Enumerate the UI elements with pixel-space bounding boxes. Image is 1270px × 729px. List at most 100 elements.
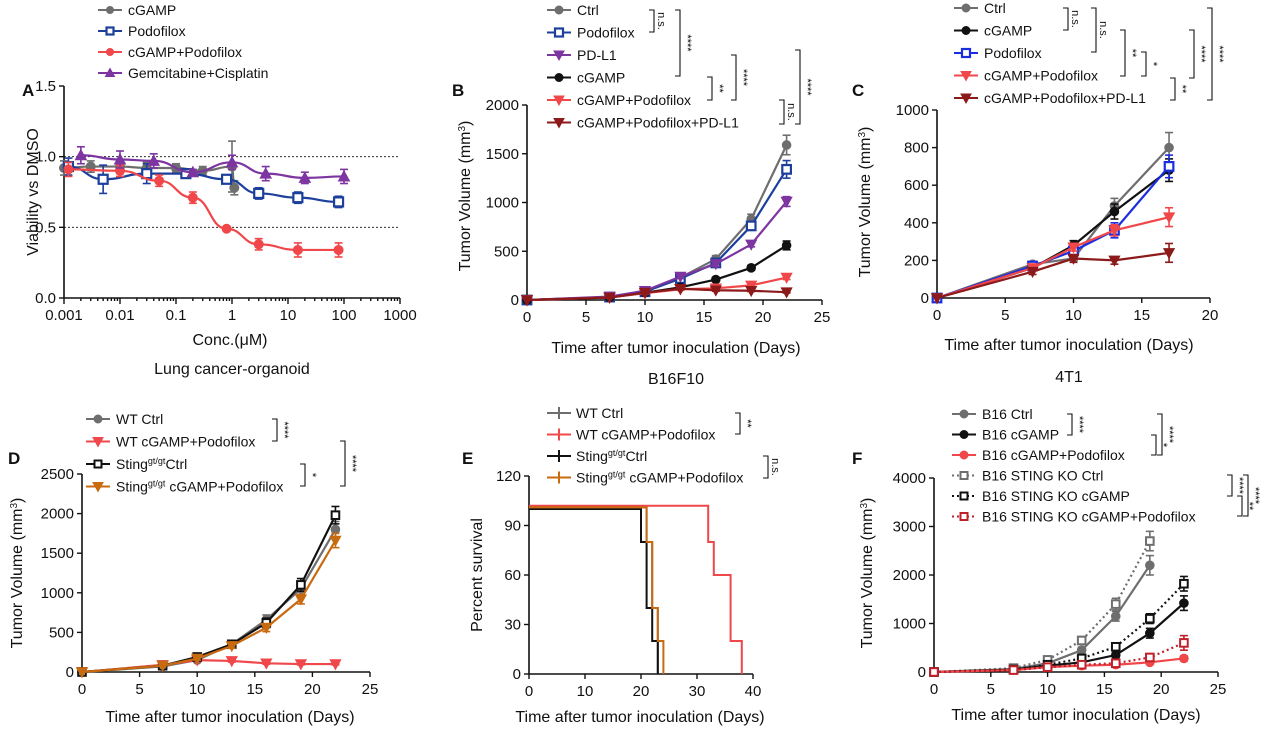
x-tick-label: 10 <box>577 683 594 700</box>
significance-label: n.s. <box>655 12 667 30</box>
legend-marker <box>960 93 972 105</box>
y-tick-label: 1000 <box>41 585 74 602</box>
legend-marker <box>554 5 564 15</box>
y-axis-label: Tumor Volume (mm3) <box>457 121 475 272</box>
y-tick-label: 30 <box>504 617 521 634</box>
significance: ** <box>1120 29 1138 77</box>
significance-label: **** <box>346 455 358 473</box>
x-tick-label: 15 <box>1096 681 1113 698</box>
x-axis-label: Conc.(μM) <box>193 332 268 349</box>
y-tick-label: 600 <box>904 177 929 194</box>
x-tick-label: 0 <box>930 681 938 698</box>
data-point <box>711 274 721 285</box>
series-cgamp-podofilox-pd-l1 <box>520 283 793 307</box>
significance-label: * <box>1147 62 1159 67</box>
y-tick-label: 0.0 <box>35 290 56 307</box>
significance-bracket <box>779 99 785 125</box>
significance-bracket <box>1243 474 1249 517</box>
significance-bracket <box>340 440 346 487</box>
legend-marker <box>961 3 971 13</box>
data-point <box>746 263 757 273</box>
panel-b: B 0 500 1000 1500 2000 0 5 10 15 20 25 Tumor Volume … <box>452 2 830 388</box>
panel-caption: 4T1 <box>1055 369 1083 386</box>
panel-f: F 0 1000 2000 3000 4000 0 5 10 15 20 25 Tumor Volume… <box>852 406 1261 724</box>
x-tick-label: 0 <box>525 683 533 700</box>
significance-bracket <box>1157 413 1163 456</box>
data-point <box>253 239 264 250</box>
significance: **** <box>340 440 358 487</box>
data-point <box>709 285 722 297</box>
significance-brackets: n.s.n.s.******* ****** <box>1063 7 1225 101</box>
panel-label: C <box>852 81 864 100</box>
data-point <box>330 510 341 520</box>
legend: cGAMP Podofilox cGAMP+Podofilox Gemcitabine… <box>98 2 268 81</box>
data-point <box>1076 659 1087 670</box>
panel-e: E 0 30 60 90 120 0 10 20 30 40 Percent survival Time… <box>462 405 781 726</box>
data-point <box>75 667 89 679</box>
x-tick-label: 20 <box>633 683 650 700</box>
legend-label-text: Sting <box>116 479 148 495</box>
series-wt-ctrl <box>529 506 659 674</box>
legend-label-suffix: Ctrl <box>165 456 187 472</box>
legend-label: WT Ctrl <box>576 405 623 421</box>
data-point <box>154 175 165 186</box>
series-sting-gt-gt-ctrl <box>77 505 341 677</box>
significance-bracket <box>1063 7 1069 31</box>
significance-brackets: ******************* <box>1067 413 1261 517</box>
x-axis-label: Time after tumor inoculation (Days) <box>105 709 354 726</box>
data-point <box>709 259 722 271</box>
data-point <box>1042 662 1053 672</box>
significance-bracket <box>649 9 655 33</box>
legend-marker <box>959 450 969 460</box>
legend-label: Stinggt/gtCtrl <box>116 456 187 472</box>
data-point <box>221 223 232 234</box>
significance: ** <box>1170 77 1188 101</box>
significance: n.s. <box>649 9 667 33</box>
data-point <box>781 140 792 150</box>
data-point <box>745 239 758 251</box>
data-point <box>638 287 652 300</box>
y-tick-label: 800 <box>904 140 929 157</box>
y-tick-label: 2500 <box>41 466 74 483</box>
data-point <box>191 653 204 665</box>
data-point <box>780 272 793 284</box>
data-point <box>1164 142 1174 153</box>
legend-label-suffix: cGAMP+Podofilox <box>625 470 743 486</box>
x-tick-label: 10 <box>637 309 654 326</box>
legend-line <box>547 407 571 419</box>
data-point <box>1163 161 1175 172</box>
x-tick-label: 40 <box>745 683 762 700</box>
legend: B16 Ctrl B16 cGAMP B16 cGAMP+Podofilox B16 … <box>952 406 1196 525</box>
data-point <box>930 293 944 305</box>
series-b16-ctrl <box>929 554 1155 677</box>
legend-label: cGAMP <box>577 70 625 86</box>
y-tick-label: 0.5 <box>35 219 56 236</box>
y-tick-label: 0 <box>511 292 519 309</box>
x-tick-label: 5 <box>1001 307 1009 324</box>
legend-label: cGAMP+Podofilox+PD-L1 <box>577 115 739 131</box>
significance-label: **** <box>278 421 290 439</box>
y-axis-label: Tumor Volume (mm3) <box>857 127 875 278</box>
legend-label-suffix: cGAMP+Podofilox <box>165 479 283 495</box>
significance: **** <box>1157 413 1175 456</box>
significance: ** <box>735 412 753 435</box>
legend-label: Ctrl <box>984 0 1006 16</box>
legend-label: Stinggt/gt cGAMP+Podofilox <box>116 479 283 495</box>
legend-marker <box>554 73 564 82</box>
legend-label: PD-L1 <box>577 47 617 63</box>
data-point <box>1162 248 1176 260</box>
significance: **** <box>1227 474 1245 497</box>
significance-label: * <box>1157 443 1169 448</box>
data-point <box>253 187 265 200</box>
x-axis-label: Time after tumor inoculation (Days) <box>551 340 800 357</box>
data-point <box>1179 598 1189 608</box>
y-axis-label: Tumor Volume (mm3) <box>859 498 877 649</box>
x-tick-label: 20 <box>755 309 772 326</box>
survival-step-line <box>529 504 743 674</box>
legend-label: B16 cGAMP <box>982 427 1059 443</box>
significance: **** <box>675 9 693 77</box>
panel-label: B <box>452 81 464 100</box>
legend-marker <box>959 491 969 501</box>
significance-label: **** <box>737 69 749 87</box>
legend-label: B16 STING KO cGAMP <box>982 488 1130 504</box>
